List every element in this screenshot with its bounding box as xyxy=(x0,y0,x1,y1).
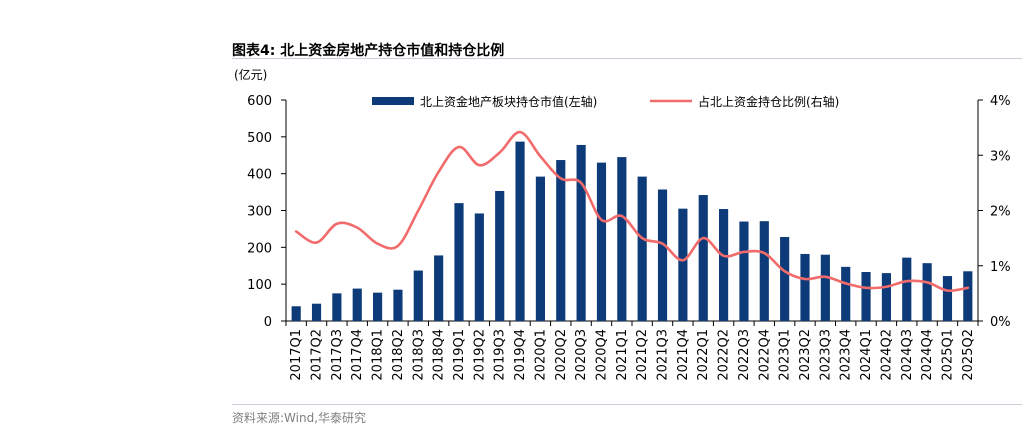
x-tick-label: 2018Q1 xyxy=(371,329,386,381)
bar-2019Q1 xyxy=(454,203,464,321)
y-left-tick-label: 300 xyxy=(247,205,272,220)
y-right-tick-label: 2% xyxy=(990,205,1011,220)
x-tick-label: 2018Q3 xyxy=(411,329,426,381)
bar-2025Q1 xyxy=(942,276,953,321)
x-tick-label: 2021Q4 xyxy=(676,329,691,381)
x-tick-label: 2022Q4 xyxy=(757,329,772,381)
bar-2024Q4 xyxy=(922,263,932,321)
bar-2017Q1 xyxy=(291,306,301,321)
bar-2018Q3 xyxy=(413,270,423,321)
bar-2024Q3 xyxy=(902,257,912,321)
bar-2022Q2 xyxy=(719,209,729,321)
y-left-tick-label: 600 xyxy=(247,94,272,109)
legend-line-label: 占北上资金持仓比例(右轴) xyxy=(698,94,839,109)
y-right-tick-label: 1% xyxy=(990,260,1011,275)
x-tick-label: 2021Q1 xyxy=(615,329,630,381)
y-left-tick-label: 0 xyxy=(264,315,272,330)
bar-2019Q3 xyxy=(495,190,505,321)
x-tick-label: 2020Q4 xyxy=(594,329,609,381)
source-divider xyxy=(232,404,1022,405)
x-tick-label: 2018Q4 xyxy=(432,329,447,381)
ratio-series-line xyxy=(294,130,970,293)
bar-2018Q4 xyxy=(434,255,444,321)
figure-title: 图表4: 北上资金房地产持仓市值和持仓比例 xyxy=(232,43,505,59)
x-tick-label: 2020Q2 xyxy=(554,329,569,381)
x-tick-label: 2023Q3 xyxy=(818,329,833,381)
bar-2018Q2 xyxy=(393,289,403,321)
bar-2020Q4 xyxy=(596,162,607,321)
bar-2017Q3 xyxy=(332,293,342,321)
y-left-unit-label: (亿元) xyxy=(234,67,267,82)
bar-2020Q2 xyxy=(556,160,566,321)
x-tick-label: 2023Q1 xyxy=(778,329,793,381)
bar-2022Q3 xyxy=(739,221,749,321)
x-tick-label: 2017Q4 xyxy=(350,329,365,381)
bar-2020Q3 xyxy=(576,144,586,321)
x-tick-label: 2017Q2 xyxy=(310,329,325,381)
bar-2024Q1 xyxy=(861,272,871,321)
x-tick-label: 2021Q3 xyxy=(656,329,671,381)
x-tick-label: 2024Q1 xyxy=(859,329,874,381)
x-tick-label: 2024Q4 xyxy=(920,329,935,381)
bar-2023Q4 xyxy=(841,266,851,321)
x-tick-label: 2024Q2 xyxy=(879,329,894,381)
x-tick-label: 2019Q2 xyxy=(472,329,487,381)
bar-2024Q2 xyxy=(881,273,891,321)
legend-bar-swatch xyxy=(372,97,414,105)
x-tick-label: 2020Q3 xyxy=(574,329,589,381)
x-tick-label: 2024Q3 xyxy=(900,329,915,381)
x-tick-label: 2017Q3 xyxy=(330,329,345,381)
y-right-tick-label: 0% xyxy=(990,315,1011,330)
source-note: 资料来源:Wind,华泰研究 xyxy=(232,411,367,425)
x-tick-label: 2022Q2 xyxy=(717,329,732,381)
bar-2021Q1 xyxy=(617,157,627,321)
x-tick-label: 2023Q4 xyxy=(839,329,854,381)
y-right-tick-label: 3% xyxy=(990,149,1011,164)
x-tick-label: 2025Q1 xyxy=(940,329,955,381)
x-tick-label: 2022Q3 xyxy=(737,329,752,381)
x-tick-label: 2023Q2 xyxy=(798,329,813,381)
legend: 北上资金地产板块持仓市值(左轴) 占北上资金持仓比例(右轴) xyxy=(372,94,839,109)
x-tick-label: 2021Q2 xyxy=(635,329,650,381)
bar-2025Q2 xyxy=(963,271,973,321)
y-left-tick-label: 500 xyxy=(247,131,272,146)
bar-2017Q4 xyxy=(352,288,362,321)
y-left-tick-label: 100 xyxy=(247,278,272,293)
title-divider xyxy=(232,58,1022,59)
bar-2023Q2 xyxy=(800,253,810,321)
bar-2023Q3 xyxy=(820,254,830,321)
bar-2021Q2 xyxy=(637,176,647,321)
x-tick-label: 2019Q3 xyxy=(493,329,508,381)
x-tick-label: 2022Q1 xyxy=(696,329,711,381)
y-left-tick-label: 400 xyxy=(247,168,272,183)
x-tick-label: 2017Q1 xyxy=(289,329,304,381)
bar-2021Q4 xyxy=(678,208,688,321)
y-left-tick-label: 200 xyxy=(247,241,272,256)
bar-2022Q1 xyxy=(698,195,708,321)
bar-2019Q2 xyxy=(474,213,484,321)
bar-2017Q2 xyxy=(311,303,322,321)
legend-bar-label: 北上资金地产板块持仓市值(左轴) xyxy=(420,94,597,109)
bar-2019Q4 xyxy=(515,141,525,321)
x-tick-label: 2019Q4 xyxy=(513,329,528,381)
bar-2021Q3 xyxy=(657,189,668,321)
bar-2023Q1 xyxy=(780,237,790,321)
bar-2022Q4 xyxy=(759,221,769,321)
bar-2018Q1 xyxy=(373,292,383,321)
x-tick-label: 2025Q2 xyxy=(961,329,976,381)
x-tick-label: 2020Q1 xyxy=(533,329,548,381)
y-right-tick-label: 4% xyxy=(990,94,1011,109)
x-tick-label: 2019Q1 xyxy=(452,329,467,381)
bar-2020Q1 xyxy=(535,176,545,321)
x-tick-label: 2018Q2 xyxy=(391,329,406,381)
